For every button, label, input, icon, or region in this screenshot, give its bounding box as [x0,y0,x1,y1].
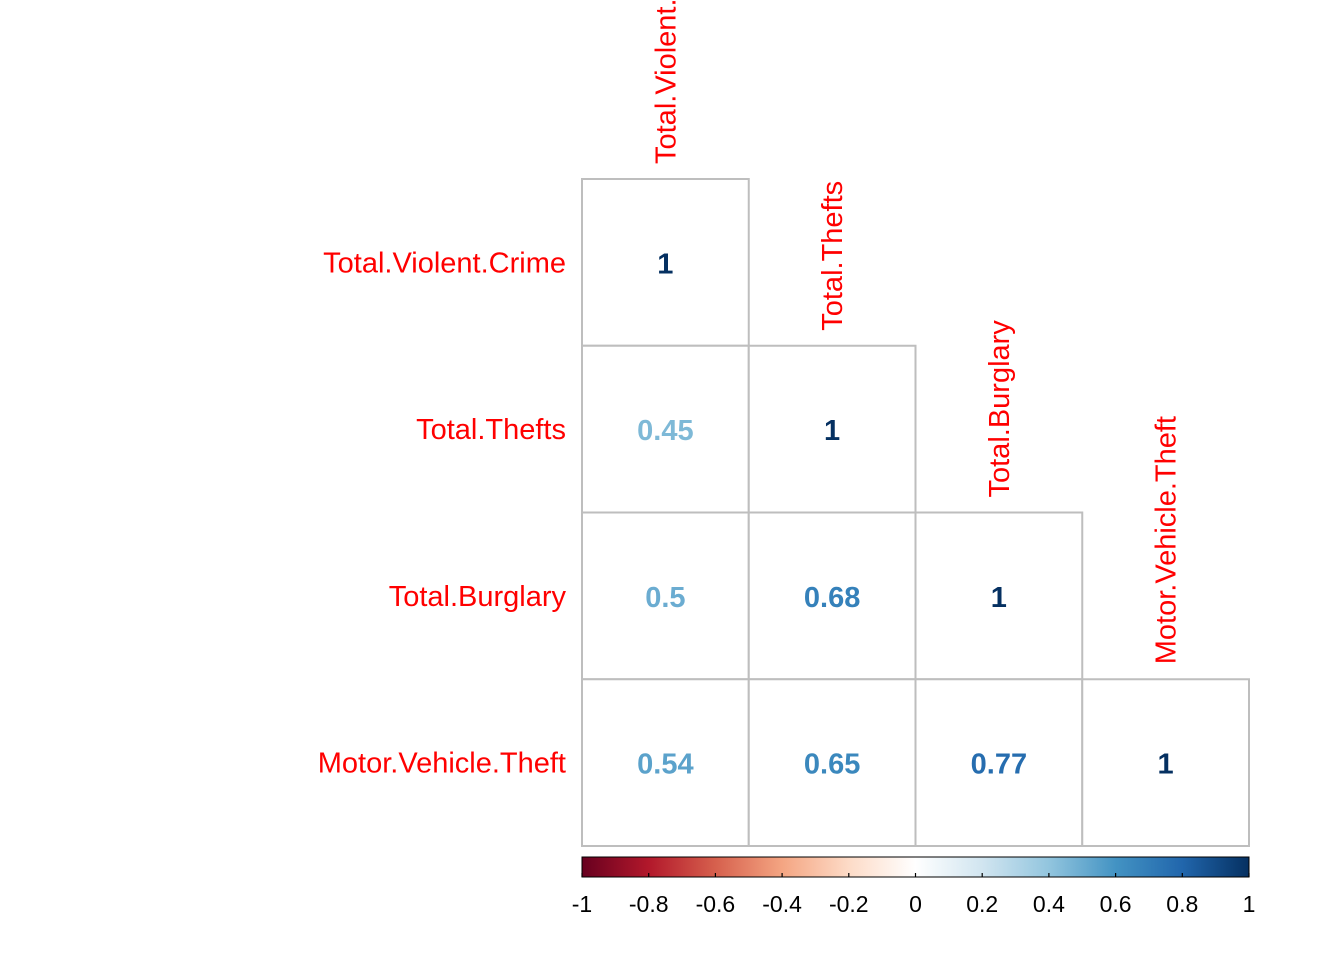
column-label-2: Total.Burglary [984,320,1016,498]
column-label-3: Motor.Vehicle.Theft [1151,416,1183,664]
row-labels: Total.Violent.Crime Total.Thefts Total.Bur… [318,247,567,779]
colorbar-tick-label-3: -0.4 [762,891,802,917]
corr-value-r3-c3: 1 [1158,749,1174,781]
colorbar-tick-label-7: 0.4 [1033,891,1065,917]
corr-value-r3-c1: 0.65 [804,749,860,781]
corr-cell-r3-c2 [914,678,1084,847]
row-label-2: Total.Burglary [389,581,567,613]
colorbar-tick-label-10: 1 [1243,891,1256,917]
corr-value-r0-c0: 1 [657,248,673,280]
colorbar-tick-label-5: 0 [909,891,922,917]
row-label-1: Total.Thefts [416,414,566,446]
colorbar-tick-label-8: 0.6 [1100,891,1132,917]
colorbar-tick-label-0: -1 [572,891,592,917]
corr-cell-r3-c0 [581,678,750,847]
colorbar-tick-label-1: -0.8 [629,891,669,917]
corr-cell-r3-c1 [747,678,917,847]
corr-cell-r2-c0 [581,511,750,681]
colorbar-tick-label-6: 0.2 [966,891,998,917]
corr-cell-r2-c1 [747,511,917,681]
corr-value-r3-c0: 0.54 [637,749,693,781]
corr-value-r1-c0: 0.45 [637,415,693,447]
corr-cell-r1-c0 [581,344,750,514]
colorbar-tick-label-9: 0.8 [1166,891,1198,917]
colorbar-ticks: -1 -0.8 -0.6 -0.4 -0.2 0 0.2 0.4 0.6 0.8 1 [572,873,1256,917]
column-label-0: Total.Violent.Crime [650,0,682,164]
column-label-1: Total.Thefts [817,181,849,331]
colorbar-tick-label-4: -0.2 [829,891,869,917]
corr-value-r1-c1: 1 [824,415,840,447]
column-labels: Total.Violent.Crime Total.Thefts Total.Bur… [650,0,1182,664]
corr-value-r2-c2: 1 [991,582,1007,614]
corr-cell-r2-c2 [914,511,1084,681]
corr-cell-r0-c0 [581,178,750,347]
corr-cell-r3-c3 [1081,678,1250,847]
corr-value-r2-c0: 0.5 [645,582,685,614]
corr-cell-r1-c1 [747,344,917,514]
corr-value-r3-c2: 0.77 [971,749,1027,781]
row-label-3: Motor.Vehicle.Theft [318,748,566,780]
colorbar-tick-label-2: -0.6 [696,891,736,917]
row-label-0: Total.Violent.Crime [323,247,566,279]
cells-layer: 1 0.45 1 0.5 0.68 1 0.54 0.65 0.77 1 [581,178,1250,847]
corr-value-r2-c1: 0.68 [804,582,860,614]
